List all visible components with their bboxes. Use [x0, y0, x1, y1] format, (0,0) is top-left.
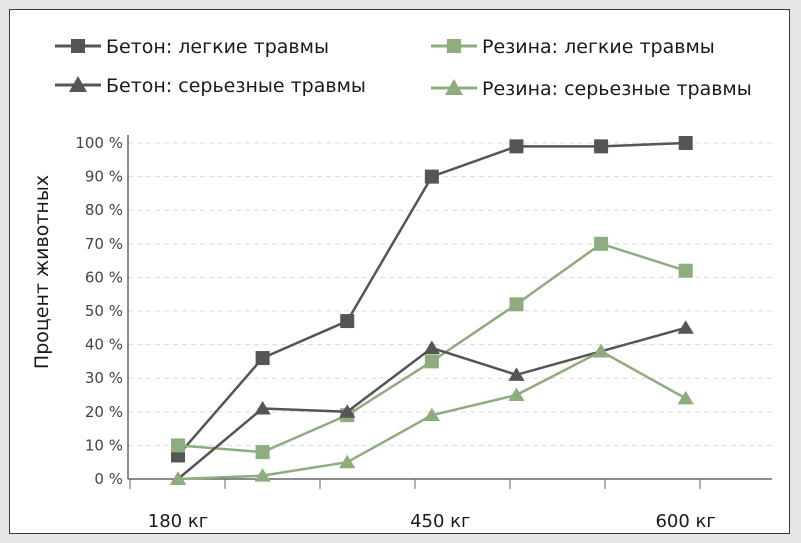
- data-point: [340, 314, 355, 329]
- y-tick-label: 70 %: [85, 235, 123, 253]
- data-point: [254, 401, 271, 415]
- data-point: [509, 139, 524, 154]
- legend-label: Резина: легкие травмы: [482, 36, 715, 58]
- data-point: [255, 445, 270, 460]
- y-axis-title: Процент животных: [31, 175, 53, 369]
- data-point: [254, 468, 271, 482]
- data-point: [678, 136, 693, 150]
- legend-label: Бетон: серьезные травмы: [106, 75, 366, 97]
- data-point: [509, 297, 524, 312]
- y-tick-label: 0 %: [94, 470, 123, 488]
- legend-label: Бетон: легкие травмы: [106, 36, 329, 58]
- data-point: [339, 454, 356, 469]
- data-point: [677, 320, 694, 334]
- y-tick-label: 100 %: [75, 134, 123, 152]
- y-tick-label: 30 %: [85, 369, 123, 387]
- data-point: [677, 390, 694, 405]
- x-tick-label: 180 кг: [148, 511, 208, 532]
- data-point: [678, 263, 693, 278]
- data-point: [424, 169, 439, 184]
- legend-marker: [69, 76, 87, 92]
- y-tick-label: 50 %: [85, 302, 123, 320]
- data-point: [592, 343, 610, 358]
- data-point: [594, 236, 609, 251]
- y-tick-label: 40 %: [85, 336, 123, 354]
- y-tick-label: 90 %: [85, 168, 123, 186]
- data-point: [508, 387, 525, 401]
- data-point: [594, 139, 609, 154]
- legend-marker: [445, 79, 463, 95]
- data-point: [423, 340, 441, 354]
- x-tick-label: 450 кг: [410, 511, 470, 532]
- data-point: [169, 471, 187, 485]
- data-point: [424, 354, 439, 369]
- y-tick-label: 60 %: [85, 268, 123, 286]
- y-tick-label: 80 %: [85, 201, 123, 219]
- legend-label: Резина: серьезные травмы: [482, 78, 752, 100]
- legend-marker: [447, 39, 461, 53]
- y-tick-label: 10 %: [85, 436, 123, 454]
- chart-panel: [9, 9, 790, 534]
- data-point: [339, 404, 356, 418]
- data-point: [423, 407, 441, 422]
- data-point: [508, 367, 525, 381]
- data-point: [255, 351, 270, 366]
- data-point: [171, 438, 185, 453]
- x-tick-label: 600 кг: [655, 511, 715, 532]
- legend-marker: [71, 39, 85, 53]
- y-tick-label: 20 %: [85, 403, 123, 421]
